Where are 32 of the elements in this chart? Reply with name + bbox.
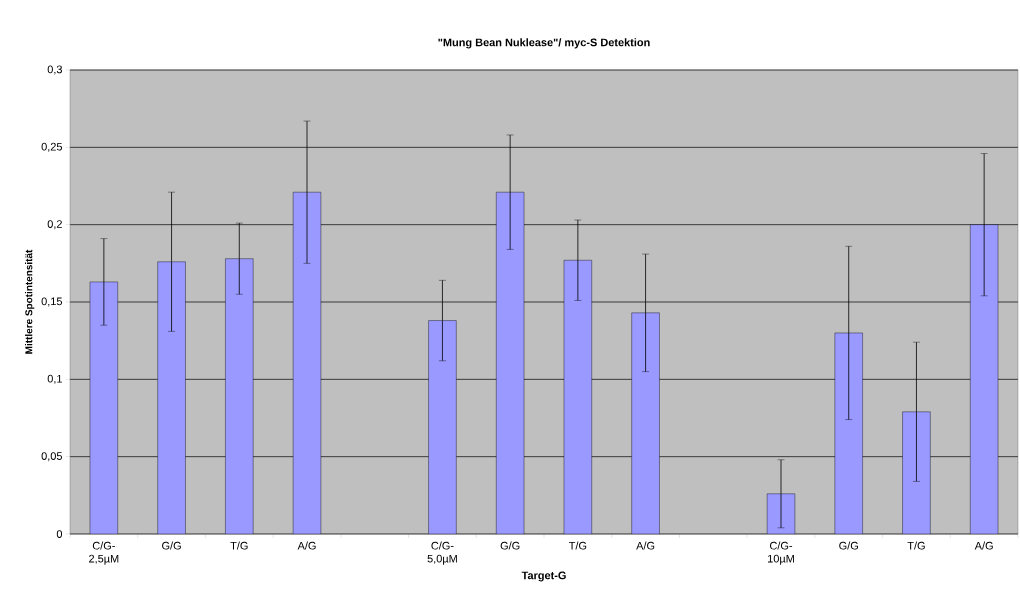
x-tick-label: A/G [974, 541, 993, 550]
bar [834, 332, 863, 534]
bar [970, 224, 999, 534]
bar [563, 260, 592, 534]
bar [157, 261, 186, 534]
x-tick-label: G/G [162, 541, 181, 550]
bar [631, 312, 660, 534]
bar [225, 258, 254, 534]
bar [292, 191, 322, 534]
y-tick-label: 0,1 [47, 374, 62, 384]
chart-title: "Mung Bean Nuklease"/ myc-S Detektion [438, 38, 650, 49]
x-tick-label: C/G-5,0µM [427, 541, 457, 565]
x-tick-label: A/G [636, 541, 655, 550]
x-tick-label: G/G [839, 541, 858, 550]
x-tick-label: T/G [230, 541, 248, 550]
bar [89, 281, 118, 534]
y-tick-label: 0 [56, 530, 63, 538]
x-axis-title: Target-G [521, 571, 566, 582]
bar [428, 320, 457, 534]
x-tick-label: T/G [568, 541, 587, 550]
y-tick-label: 0,2 [47, 220, 62, 230]
x-tick-label: G/G [500, 541, 520, 550]
y-tick-label: 0,05 [41, 452, 63, 462]
x-tick-label: C/G-10µM [768, 541, 794, 565]
y-tick-label: 0,3 [47, 65, 62, 75]
bar [496, 191, 525, 534]
y-tick-label: 0,15 [41, 297, 63, 307]
y-axis-title: Mittlere Spotintensität [25, 249, 35, 354]
y-tick-label: 0,25 [41, 142, 63, 152]
x-tick-label: C/G-2,5µM [89, 541, 119, 565]
x-tick-label: T/G [907, 541, 925, 550]
x-tick-label: A/G [297, 541, 316, 550]
